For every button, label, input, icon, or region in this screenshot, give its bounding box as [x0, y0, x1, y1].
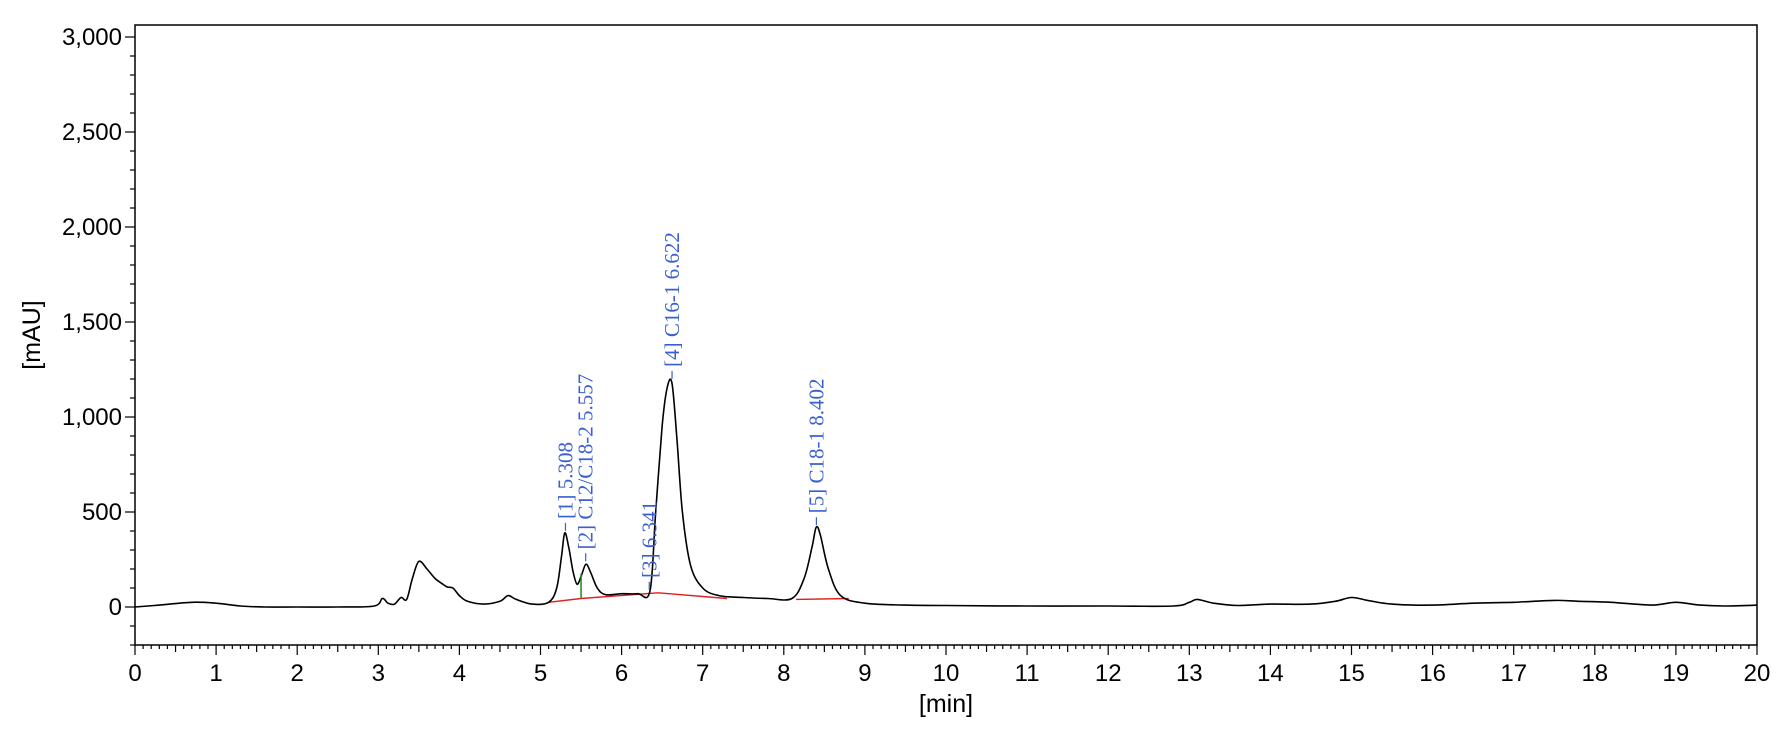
- x-tick-label: 7: [696, 660, 709, 687]
- y-tick-label: 1,000: [62, 404, 122, 431]
- x-tick-label: 13: [1176, 660, 1203, 687]
- y-tick-label: 2,000: [62, 214, 122, 241]
- x-tick-label: 5: [534, 660, 547, 687]
- x-tick-label: 0: [128, 660, 141, 687]
- y-tick-label: 1,500: [62, 309, 122, 336]
- peak-label: [2] C12/C18-2 5.557: [574, 374, 598, 550]
- x-tick-label: 10: [933, 660, 960, 687]
- x-axis: 0 1 2 3 4 5 6 7 8 9 10 11 12 13 14 15 16 17 18 19 20: [128, 645, 1770, 687]
- x-tick-label: 3: [372, 660, 385, 687]
- x-tick-label: 4: [453, 660, 466, 687]
- baseline-segment: [548, 592, 728, 603]
- peak-markers: [564, 370, 818, 599]
- integration-baselines: [548, 592, 849, 603]
- peak-label: [1] 5.308: [554, 442, 578, 519]
- y-axis: 0 500 1,000 1,500 2,000 2,500 3,000: [62, 24, 135, 646]
- x-tick-label: 15: [1338, 660, 1365, 687]
- x-axis-title: [min]: [919, 690, 973, 718]
- peak-label: [4] C16-1 6.622: [660, 232, 684, 367]
- y-tick-label: 2,500: [62, 119, 122, 146]
- x-tick-label: 20: [1744, 660, 1771, 687]
- x-tick-label: 2: [291, 660, 304, 687]
- peak-labels: [1] 5.308[2] C12/C18-2 5.557 [3] 6.341 [4]…: [554, 232, 829, 578]
- x-tick-label: 11: [1015, 660, 1040, 687]
- x-tick-label: 8: [777, 660, 790, 687]
- x-tick-label: 17: [1500, 660, 1527, 687]
- x-tick-label: 14: [1257, 660, 1284, 687]
- x-tick-label: 19: [1663, 660, 1690, 687]
- peak-label: [5] C18-1 8.402: [804, 378, 828, 513]
- chromatogram-trace: [134, 378, 1758, 608]
- x-tick-label: 6: [615, 660, 628, 687]
- peak-label: [3] 6.341: [637, 501, 661, 578]
- y-axis-title: [mAU]: [18, 300, 46, 369]
- baseline-segment: [795, 597, 849, 601]
- plot-frame: [134, 24, 1758, 646]
- x-tick-label: 18: [1581, 660, 1608, 687]
- x-tick-label: 9: [858, 660, 871, 687]
- x-tick-label: 1: [209, 660, 222, 687]
- y-tick-label: 500: [82, 499, 122, 526]
- y-tick-label: 0: [109, 594, 122, 621]
- y-tick-label: 3,000: [62, 24, 122, 51]
- x-tick-label: 12: [1095, 660, 1122, 687]
- x-tick-label: 16: [1419, 660, 1446, 687]
